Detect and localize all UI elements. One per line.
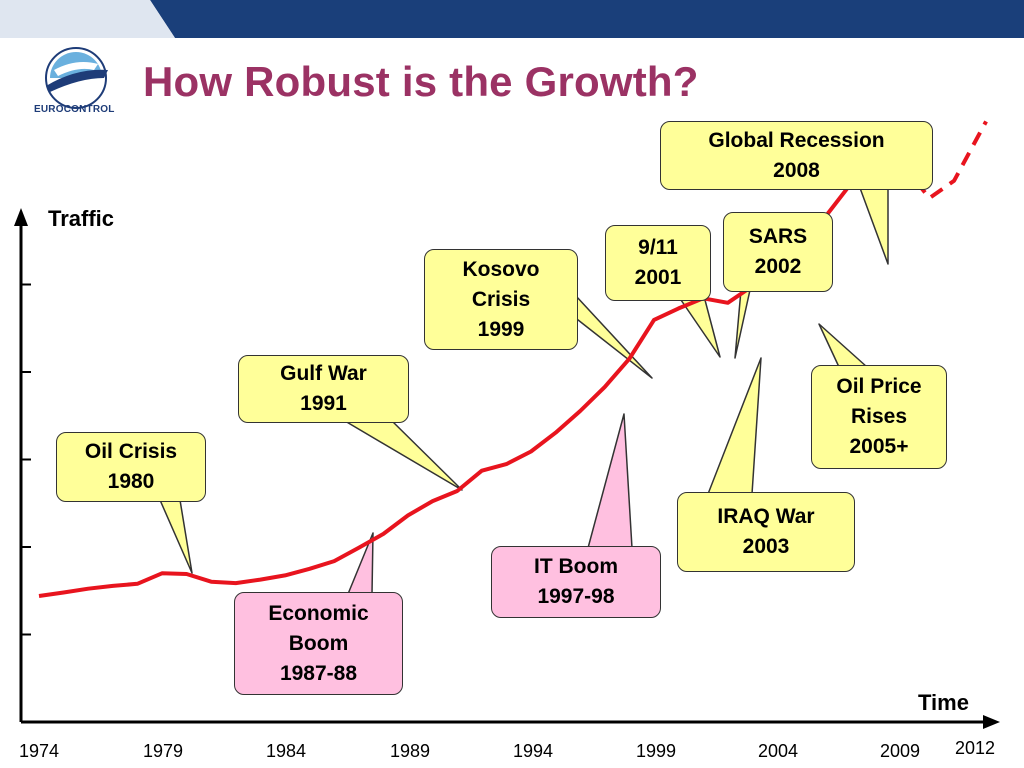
pointer-gulf-war <box>344 420 463 491</box>
callout-line: Crisis <box>471 287 531 311</box>
callout-line: 1991 <box>300 392 347 415</box>
pointer-global-recession <box>859 187 889 265</box>
callout-line: 9/11 <box>638 236 678 259</box>
callout-line: SARS <box>748 225 808 248</box>
callout-line: 1999 <box>477 317 525 341</box>
x-tick-label: 2012 <box>954 738 996 758</box>
callout-line: Kosovo <box>462 257 540 281</box>
callout-line: 1997-98 <box>537 585 615 608</box>
y-axis-arrow <box>14 208 28 226</box>
callout-line: Oil Crisis <box>84 440 178 463</box>
eurocontrol-logo <box>45 47 108 109</box>
x-tick-label: 1974 <box>18 741 60 761</box>
pointer-kosovo <box>572 295 653 379</box>
callout-oil-crisis: Oil Crisis 1980 <box>56 432 206 502</box>
callout-line: Economic <box>268 601 369 625</box>
header-band-fade <box>0 0 175 38</box>
callout-line: Global Recession <box>708 128 885 152</box>
callout-line: 2005+ <box>849 435 909 458</box>
x-tick-label: 1999 <box>635 741 677 761</box>
y-axis-label: Traffic <box>48 206 115 231</box>
callout-sars: SARS 2002 <box>723 212 833 292</box>
callout-line: Boom <box>288 631 349 655</box>
pointer-nine-eleven <box>680 299 721 358</box>
pointer-iraq-war <box>707 357 762 495</box>
callout-economic-boom: Economic Boom 1987-88 <box>234 592 403 695</box>
x-tick-label: 2004 <box>757 741 799 761</box>
pointer-oil-price <box>818 323 868 368</box>
x-axis-label: Time <box>918 690 969 715</box>
callout-line: Oil Price <box>836 375 922 398</box>
x-tick-label: 1979 <box>142 741 184 761</box>
callout-nine-eleven: 9/11 2001 <box>605 225 711 301</box>
callout-line: IRAQ War <box>717 505 815 528</box>
callout-line: Rises <box>850 405 908 428</box>
callout-line: Gulf War <box>280 362 367 385</box>
callout-gulf-war: Gulf War 1991 <box>238 355 409 423</box>
callout-kosovo-crisis: Kosovo Crisis 1999 <box>424 249 578 350</box>
callout-iraq-war: IRAQ War 2003 <box>677 492 855 572</box>
x-tick-label: 1994 <box>512 741 554 761</box>
callout-line: 2001 <box>634 266 682 289</box>
callout-line: 2002 <box>754 255 802 278</box>
callout-line: 2008 <box>773 158 820 182</box>
chart-axes <box>14 208 1000 729</box>
x-axis-arrow <box>983 715 1000 729</box>
callout-line: IT Boom <box>534 555 618 578</box>
callout-line: 1987-88 <box>279 661 358 685</box>
callout-line: 2003 <box>742 535 790 558</box>
x-tick-label: 1984 <box>265 741 307 761</box>
callout-oil-price-rises: Oil Price Rises 2005+ <box>811 365 947 469</box>
callout-global-recession: Global Recession 2008 <box>660 121 933 190</box>
y-ticks <box>21 283 31 636</box>
x-tick-label: 1989 <box>389 741 431 761</box>
pointer-sars <box>734 289 751 359</box>
x-tick-label: 2009 <box>879 741 921 761</box>
callout-it-boom: IT Boom 1997-98 <box>491 546 661 618</box>
header-band <box>150 0 1024 38</box>
pointer-oil-crisis <box>159 499 193 574</box>
callout-line: 1980 <box>107 470 155 493</box>
logo-text: EUROCONTROL <box>34 104 115 115</box>
slide-title: How Robust is the Growth? <box>143 58 699 105</box>
pointer-it-boom <box>587 413 633 549</box>
